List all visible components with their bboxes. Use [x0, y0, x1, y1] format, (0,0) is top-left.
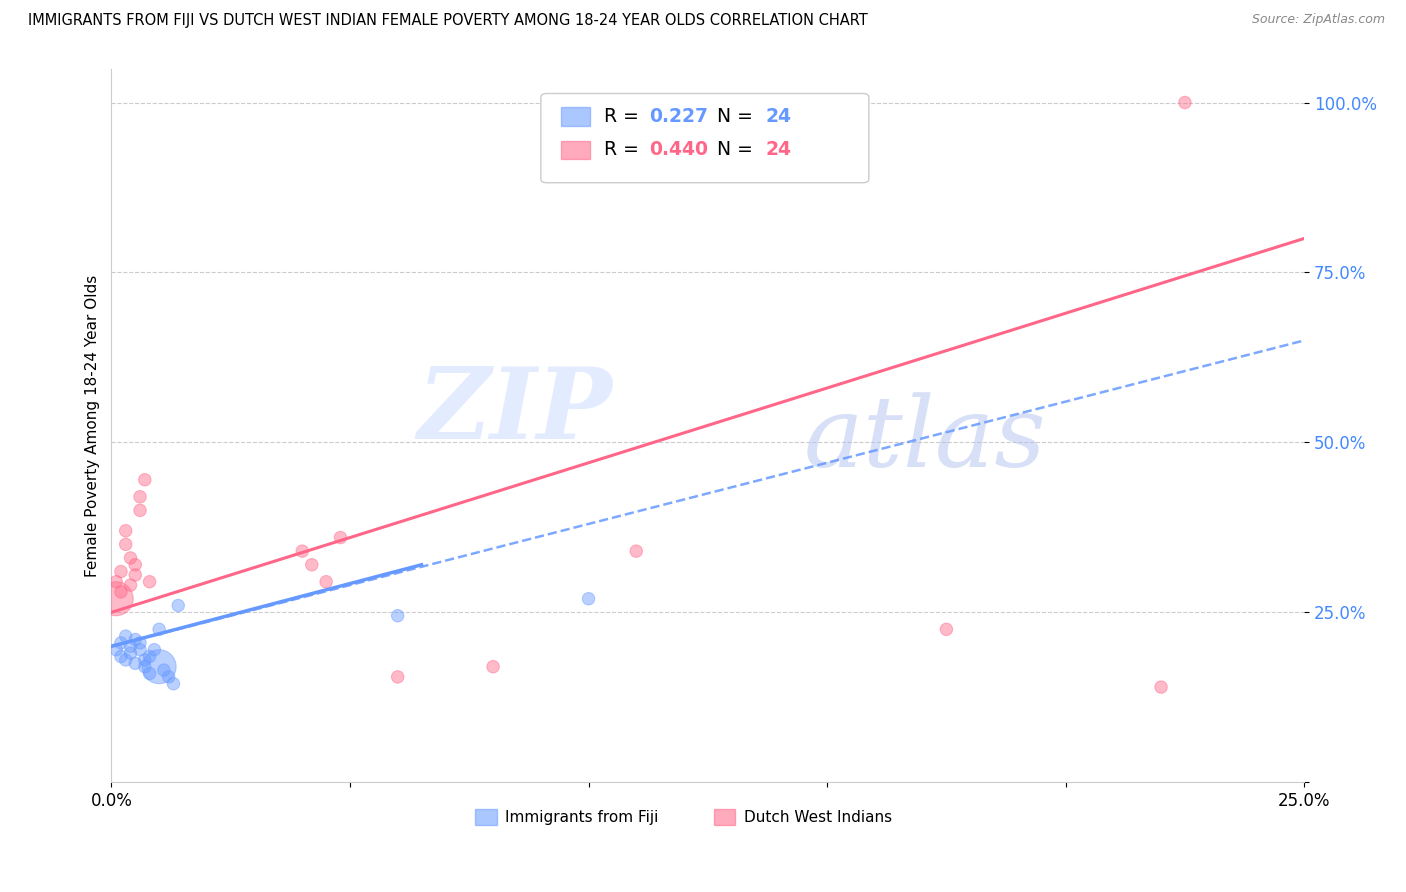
Text: Source: ZipAtlas.com: Source: ZipAtlas.com [1251, 13, 1385, 27]
Point [387, 670, 409, 684]
Point [114, 537, 136, 551]
Point [120, 646, 142, 660]
Point [134, 659, 156, 673]
Point [387, 608, 409, 623]
Point [124, 558, 146, 572]
Text: 0.227: 0.227 [650, 107, 709, 126]
Point [120, 578, 142, 592]
Y-axis label: Female Poverty Among 18-24 Year Olds: Female Poverty Among 18-24 Year Olds [86, 274, 100, 576]
Text: N =: N = [717, 140, 759, 160]
Point [301, 558, 323, 572]
Text: Dutch West Indians: Dutch West Indians [744, 810, 891, 825]
Point [129, 642, 152, 657]
Point [114, 629, 136, 643]
Point [114, 524, 136, 538]
Text: IMMIGRANTS FROM FIJI VS DUTCH WEST INDIAN FEMALE POVERTY AMONG 18-24 YEAR OLDS C: IMMIGRANTS FROM FIJI VS DUTCH WEST INDIA… [28, 13, 868, 29]
Point [114, 653, 136, 667]
FancyBboxPatch shape [561, 141, 589, 159]
Text: R =: R = [605, 140, 645, 160]
Point [578, 591, 600, 606]
Point [138, 666, 160, 681]
Text: N =: N = [717, 107, 759, 126]
Point [138, 649, 160, 664]
Point [110, 636, 132, 650]
Point [157, 670, 180, 684]
Point [329, 531, 352, 545]
FancyBboxPatch shape [561, 107, 589, 126]
Point [315, 574, 337, 589]
Point [124, 568, 146, 582]
Text: 0.440: 0.440 [650, 140, 709, 160]
Point [110, 565, 132, 579]
Text: Immigrants from Fiji: Immigrants from Fiji [505, 810, 658, 825]
Point [148, 659, 170, 673]
Text: atlas: atlas [803, 392, 1046, 487]
Point [935, 623, 957, 637]
Point [148, 623, 170, 637]
Point [124, 632, 146, 647]
Text: 24: 24 [765, 107, 792, 126]
Text: ZIP: ZIP [418, 363, 613, 459]
Point [105, 574, 128, 589]
Point [129, 503, 152, 517]
Text: 24: 24 [765, 140, 792, 160]
Point [1174, 95, 1197, 110]
Point [153, 663, 176, 677]
Point [105, 591, 128, 606]
Point [167, 599, 190, 613]
Point [110, 585, 132, 599]
Point [124, 657, 146, 671]
Point [626, 544, 648, 558]
Point [110, 649, 132, 664]
Point [1150, 680, 1173, 694]
FancyBboxPatch shape [714, 809, 735, 825]
FancyBboxPatch shape [475, 809, 496, 825]
Text: R =: R = [605, 107, 645, 126]
Point [129, 490, 152, 504]
FancyBboxPatch shape [541, 94, 869, 183]
Point [143, 642, 166, 657]
Point [134, 653, 156, 667]
Point [120, 551, 142, 566]
Point [162, 676, 184, 690]
Point [134, 473, 156, 487]
Point [120, 640, 142, 654]
Point [482, 659, 505, 673]
Point [291, 544, 314, 558]
Point [105, 642, 128, 657]
Point [129, 636, 152, 650]
Point [138, 574, 160, 589]
